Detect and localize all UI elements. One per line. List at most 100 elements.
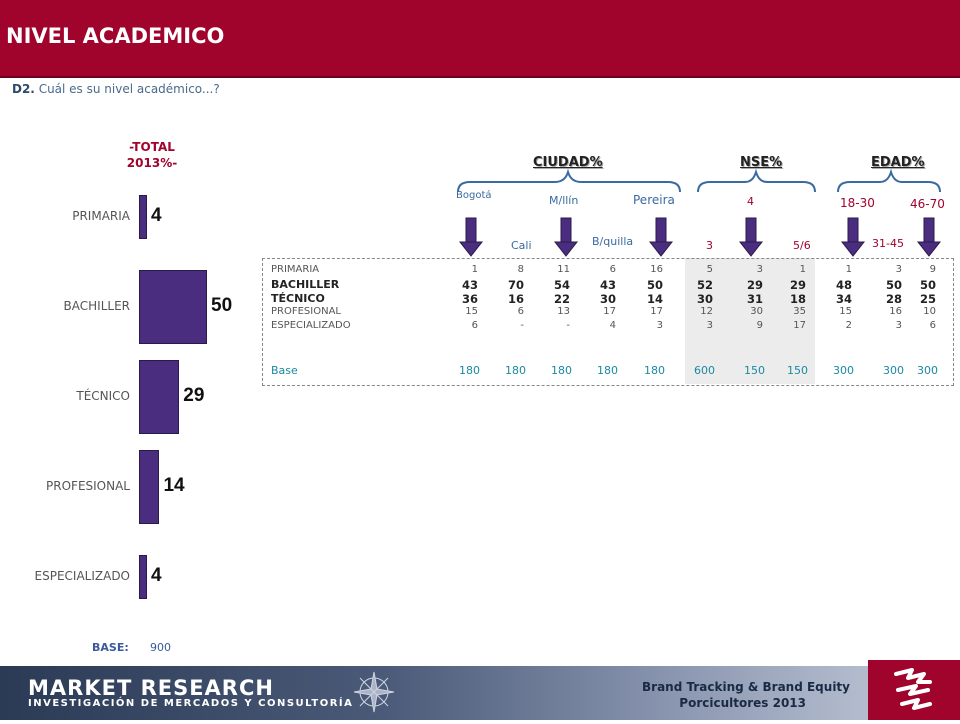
table-cell: 43: [599, 278, 616, 292]
brand-line-2: Porcicultores 2013: [679, 696, 806, 710]
table-cell: 48: [835, 278, 852, 292]
table-cell: 43: [461, 278, 478, 292]
category-label: BACHILLER: [63, 299, 130, 313]
table-cell: 6: [517, 306, 524, 317]
category-label: PRIMARIA: [72, 209, 130, 223]
table-cell: 25: [919, 292, 936, 306]
table-cell: 3: [895, 264, 902, 275]
nse-shading: [685, 258, 815, 384]
table-cell: 2: [845, 320, 852, 331]
table-cell: 70: [507, 278, 524, 292]
ciudad-brace: [457, 168, 681, 193]
arrow-edad1-icon: [840, 217, 866, 257]
group-title-edad: EDAD%: [871, 155, 925, 170]
table-cell: 16: [889, 306, 902, 317]
table-cell: 8: [517, 264, 524, 275]
bar: [139, 360, 180, 434]
table-cell: 16: [507, 292, 524, 306]
crosstab-table: [262, 258, 954, 386]
table-cell: 22: [553, 292, 570, 306]
table-cell: 34: [835, 292, 852, 306]
table-cell: 6: [609, 264, 616, 275]
table-cell: 5: [706, 264, 713, 275]
table-cell: 50: [646, 278, 663, 292]
table-cell: 50: [919, 278, 936, 292]
table-cell: 3: [895, 320, 902, 331]
arrow-pereira-icon: [648, 217, 674, 257]
table-cell: 3: [656, 320, 663, 331]
table-cell: 12: [700, 306, 713, 317]
col-head-barranquilla: B/quilla: [592, 235, 634, 248]
base-cell: 180: [644, 364, 665, 377]
table-cell: 30: [599, 292, 616, 306]
table-cell: 15: [465, 306, 478, 317]
table-cell: 15: [839, 306, 852, 317]
base-cell: 180: [551, 364, 572, 377]
table-cell: 17: [603, 306, 616, 317]
arrow-bogota-icon: [458, 217, 484, 257]
base-cell: 180: [459, 364, 480, 377]
table-cell: 3: [706, 320, 713, 331]
col-head-edad3: 46-70: [910, 197, 945, 211]
header-banner: [0, 0, 960, 78]
base-cell: 180: [597, 364, 618, 377]
client-logo-icon: [894, 668, 932, 710]
category-label: TÉCNICO: [76, 389, 130, 403]
base-cell: 150: [787, 364, 808, 377]
client-logo-box: [868, 660, 960, 720]
table-cell: 29: [746, 278, 763, 292]
base-cell: 300: [917, 364, 938, 377]
col-head-medellin: M/llín: [549, 194, 579, 207]
table-cell: 6: [929, 320, 936, 331]
base-cell: 300: [883, 364, 904, 377]
question-text: D2. Cuál es su nivel académico...?: [12, 82, 220, 96]
table-cell: 31: [746, 292, 763, 306]
category-label: PROFESIONAL: [46, 479, 130, 493]
bar-value-label: 50: [211, 295, 233, 316]
chart-title-line2: 2013%-: [126, 156, 178, 170]
table-cell: 3: [756, 264, 763, 275]
table-cell: 6: [471, 320, 478, 331]
table-cell: 30: [750, 306, 763, 317]
col-head-edad2: 31-45: [872, 237, 904, 250]
table-cell: 52: [696, 278, 713, 292]
base-value: 900: [150, 641, 171, 654]
question-code: D2.: [12, 82, 35, 96]
base-cell: 600: [694, 364, 715, 377]
arrow-medellin-icon: [553, 217, 579, 257]
col-head-nse3: 3: [706, 239, 713, 252]
table-cell: 50: [885, 278, 902, 292]
table-cell: 54: [553, 278, 570, 292]
base-cell: 180: [505, 364, 526, 377]
brand-line-1: Brand Tracking & Brand Equity: [642, 680, 850, 694]
bar: [139, 450, 160, 524]
table-cell: 14: [646, 292, 663, 306]
col-head-nse4: 4: [747, 195, 754, 208]
table-cell: 36: [461, 292, 478, 306]
base-cell: 150: [744, 364, 765, 377]
table-row-label: BACHILLER: [271, 278, 340, 291]
question-body: Cuál es su nivel académico...?: [34, 82, 220, 96]
market-research-logo-subtitle: INVESTIGACIÓN DE MERCADOS Y CONSULTORÍA: [28, 698, 354, 709]
table-cell: 18: [789, 292, 806, 306]
compass-rose-icon: [353, 671, 395, 713]
table-row-label: TÉCNICO: [271, 292, 325, 305]
table-cell: 35: [793, 306, 806, 317]
group-title-ciudad: CIUDAD%: [533, 155, 603, 170]
table-cell: -: [566, 320, 570, 331]
table-cell: 17: [650, 306, 663, 317]
table-cell: 17: [793, 320, 806, 331]
category-label: ESPECIALIZADO: [34, 569, 130, 583]
edad-brace: [837, 168, 941, 193]
table-cell: 9: [929, 264, 936, 275]
table-cell: 11: [557, 264, 570, 275]
group-title-nse: NSE%: [740, 155, 783, 170]
bar-value-label: 4: [151, 205, 162, 226]
nse-brace: [697, 168, 816, 193]
market-research-logo-title: MARKET RESEARCH: [28, 676, 274, 700]
table-cell: 10: [923, 306, 936, 317]
table-cell: 13: [557, 306, 570, 317]
base-label: BASE:: [92, 641, 129, 654]
bar-value-label: 14: [163, 475, 185, 496]
table-cell: 1: [799, 264, 806, 275]
